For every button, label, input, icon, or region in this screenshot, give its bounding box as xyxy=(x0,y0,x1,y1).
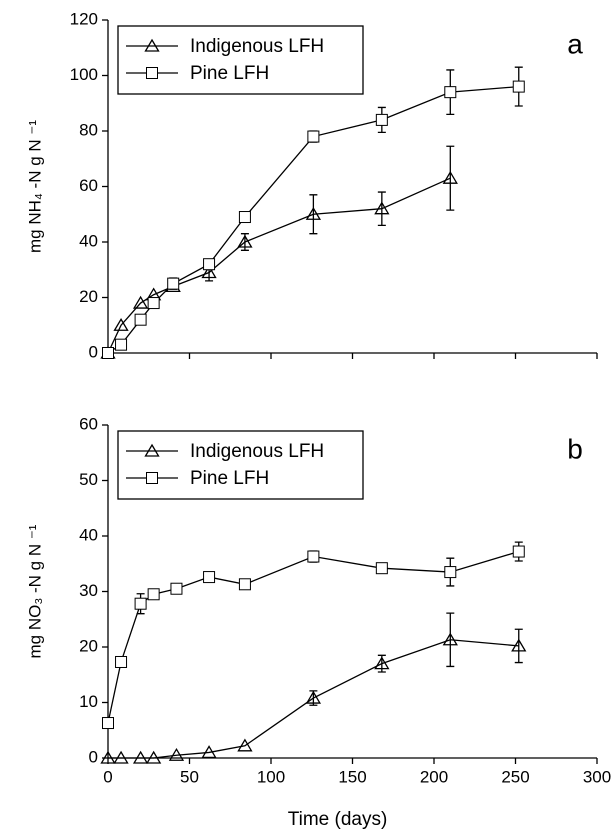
y-tick-label: 20 xyxy=(79,636,98,655)
y-tick-label: 40 xyxy=(79,525,98,544)
y-tick-label: 60 xyxy=(79,176,98,195)
x-tick-label: 50 xyxy=(180,767,199,786)
data-point xyxy=(146,750,162,764)
data-point xyxy=(100,750,116,764)
data-point xyxy=(238,578,251,591)
x-axis-label: Time (days) xyxy=(288,809,388,830)
y-tick-label: 20 xyxy=(79,287,98,306)
data-point xyxy=(511,638,527,652)
data-point xyxy=(147,588,160,601)
data-point xyxy=(132,295,149,309)
data-point xyxy=(512,545,525,558)
data-point xyxy=(444,86,457,99)
error-bar xyxy=(309,194,318,235)
data-point xyxy=(170,582,183,595)
data-point xyxy=(512,80,525,93)
data-point xyxy=(134,597,147,610)
data-point xyxy=(168,747,185,761)
data-point xyxy=(305,690,322,704)
data-point xyxy=(307,550,320,563)
panel-label: b xyxy=(567,433,583,464)
data-point xyxy=(375,113,388,126)
data-point xyxy=(374,201,390,215)
data-point xyxy=(115,338,128,351)
y-tick-label: 50 xyxy=(79,470,98,489)
x-tick-label: 150 xyxy=(338,767,366,786)
data-point xyxy=(442,632,458,646)
legend-label: Indigenous LFH xyxy=(190,36,324,57)
legend-marker xyxy=(146,472,158,484)
x-tick-label: 300 xyxy=(583,767,611,786)
data-point xyxy=(237,234,253,248)
x-tick-label: 200 xyxy=(420,767,448,786)
series-line xyxy=(107,177,451,354)
data-point xyxy=(444,566,457,579)
data-point xyxy=(442,170,458,184)
y-tick-label: 100 xyxy=(70,65,98,84)
data-point xyxy=(102,717,114,730)
data-point xyxy=(113,317,129,331)
data-point xyxy=(102,347,114,359)
series-line xyxy=(108,639,519,759)
data-point xyxy=(203,571,216,584)
panel-label: a xyxy=(567,28,583,59)
x-tick-label: 0 xyxy=(103,767,112,786)
legend-marker xyxy=(146,67,158,79)
data-point xyxy=(305,206,322,220)
data-point xyxy=(147,297,160,310)
legend-marker xyxy=(144,38,160,52)
legend-box xyxy=(117,25,364,95)
data-point xyxy=(307,130,320,143)
data-point xyxy=(374,656,390,670)
data-point xyxy=(134,313,147,326)
legend-box xyxy=(117,430,364,500)
data-point xyxy=(238,211,251,224)
legend-label: Pine LFH xyxy=(190,63,269,84)
data-point xyxy=(237,738,253,752)
data-point xyxy=(132,750,149,764)
legend-marker xyxy=(144,443,160,457)
error-bar xyxy=(446,612,455,668)
data-point xyxy=(115,655,128,668)
y-tick-label: 10 xyxy=(79,692,98,711)
data-point xyxy=(201,265,217,279)
y-tick-label: 60 xyxy=(79,414,98,433)
y-axis-label: mg NH₄ -N g N ⁻¹ xyxy=(25,120,44,253)
data-point xyxy=(201,745,217,759)
y-tick-label: 30 xyxy=(79,581,98,600)
error-bar xyxy=(446,145,455,211)
error-bar xyxy=(377,191,386,226)
data-point xyxy=(203,258,216,271)
y-tick-label: 0 xyxy=(89,747,98,766)
y-axis-label: mg NO₃ -N g N ⁻¹ xyxy=(25,524,44,658)
y-tick-label: 0 xyxy=(89,342,98,361)
x-tick-label: 250 xyxy=(501,767,529,786)
data-point xyxy=(375,562,388,575)
error-bar xyxy=(514,628,523,664)
y-tick-label: 40 xyxy=(79,231,98,250)
y-tick-label: 120 xyxy=(70,9,98,28)
data-point xyxy=(113,750,129,764)
y-tick-label: 80 xyxy=(79,120,98,139)
legend-label: Indigenous LFH xyxy=(190,441,324,462)
legend-label: Pine LFH xyxy=(190,468,269,489)
data-point xyxy=(167,277,180,290)
x-tick-label: 100 xyxy=(257,767,285,786)
